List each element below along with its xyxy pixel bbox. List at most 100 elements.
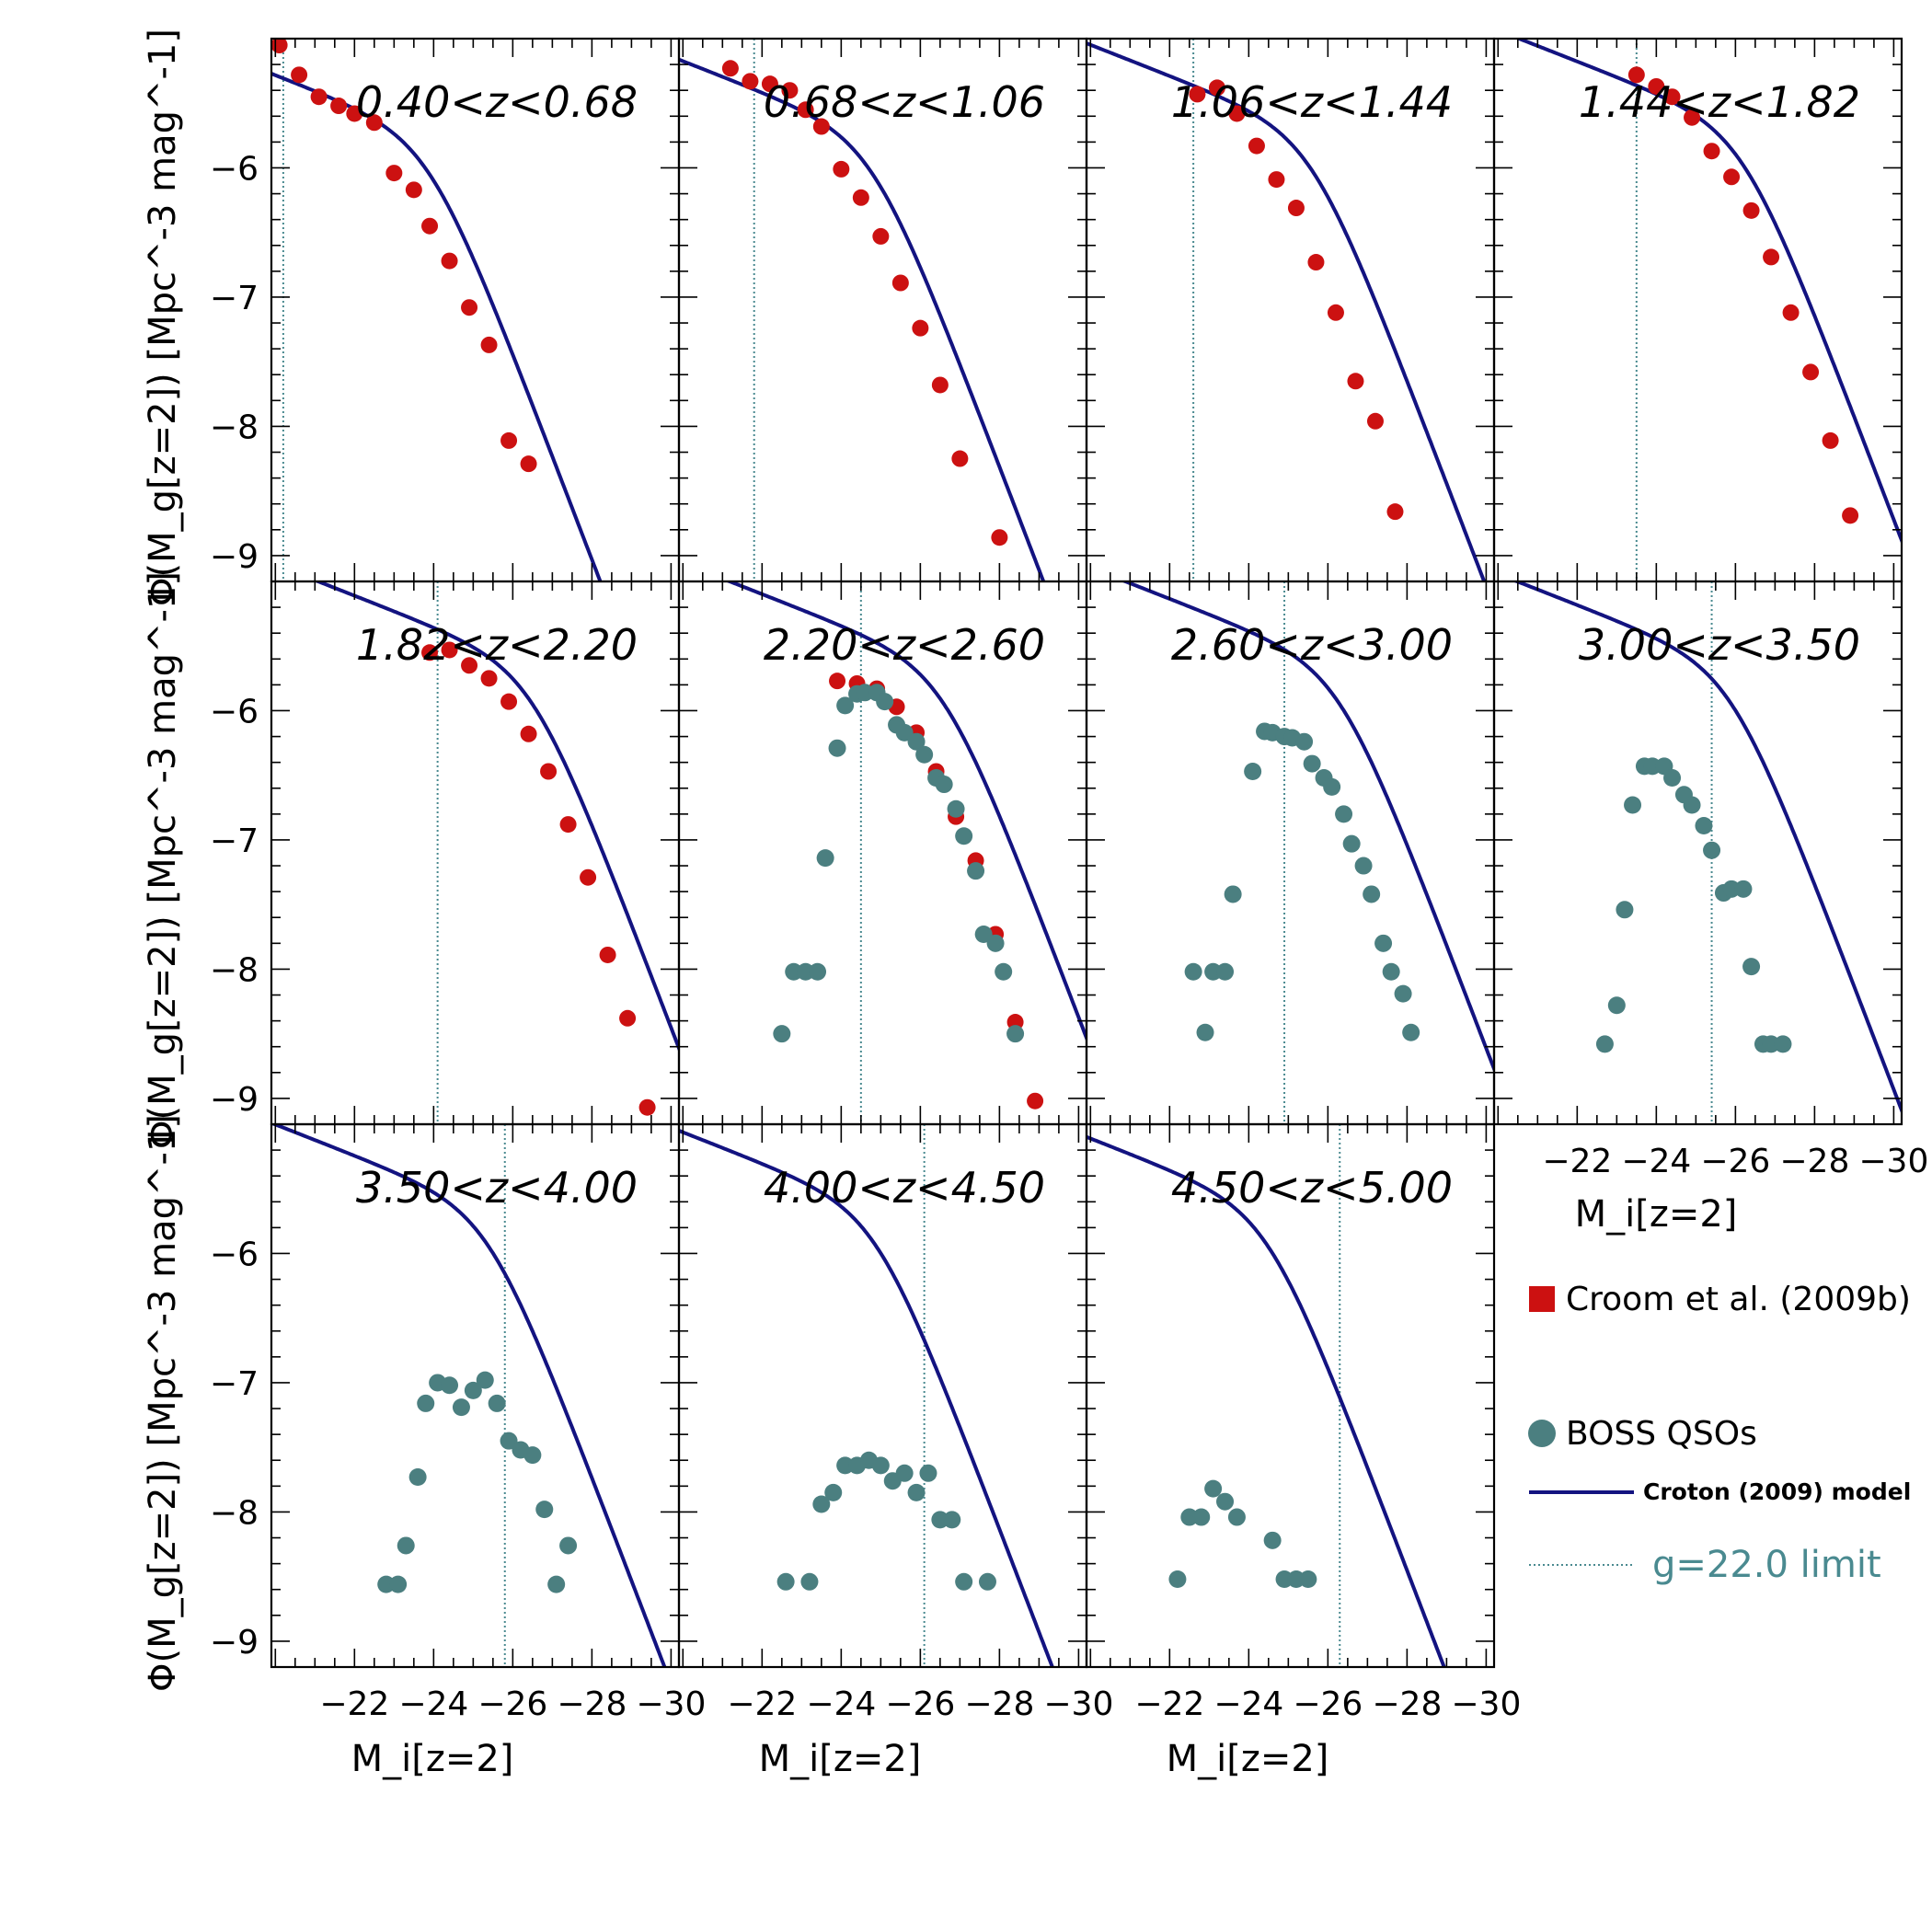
- model-curve: [679, 1128, 1054, 1667]
- boss-point: [1263, 1531, 1282, 1549]
- legend-boss-label: BOSS QSOs: [1566, 1415, 1757, 1453]
- boss-point: [816, 849, 834, 868]
- boss-point: [1402, 1023, 1420, 1041]
- croom-point: [1723, 168, 1741, 186]
- croom-point: [1208, 79, 1225, 97]
- croom-point: [991, 529, 1008, 546]
- boss-point: [1734, 880, 1753, 898]
- croom-point: [891, 274, 909, 292]
- legend: Croom et al. (2009b) BOSS QSOs Croton (2…: [1528, 1281, 1911, 1586]
- boss-point: [389, 1575, 408, 1593]
- x-tick-label: −24: [806, 1685, 876, 1723]
- croom-point: [1842, 507, 1859, 524]
- croom-point: [833, 160, 850, 178]
- legend-croom-label: Croom et al. (2009b): [1566, 1281, 1911, 1318]
- boss-point: [1224, 885, 1242, 903]
- croom-point: [1802, 363, 1820, 381]
- croom-point: [1327, 304, 1344, 321]
- croom-point: [441, 252, 458, 270]
- boss-point: [1374, 934, 1393, 952]
- x-tick-label: −26: [1700, 1143, 1770, 1180]
- y-tick-label: −8: [210, 951, 259, 989]
- boss-point: [895, 1464, 914, 1482]
- croom-point: [1627, 66, 1645, 84]
- panel-title: 1.44<z<1.82: [1579, 77, 1860, 127]
- x-tick-label: −26: [885, 1685, 955, 1723]
- boss-point: [1196, 1023, 1214, 1041]
- model-curve: [1087, 1134, 1446, 1667]
- legend-croom-marker: [1529, 1286, 1555, 1312]
- boss-point: [1184, 962, 1202, 981]
- x-tick-label: −22: [319, 1685, 389, 1723]
- boss-point: [915, 745, 934, 764]
- x-tick-label: −30: [636, 1685, 706, 1723]
- boss-point: [535, 1501, 554, 1519]
- panel-title: 0.68<z<1.06: [764, 77, 1045, 127]
- croom-point: [1189, 86, 1206, 103]
- croom-point: [500, 693, 518, 710]
- x-tick-label: −30: [1858, 1143, 1928, 1180]
- panel-7: 2.60<z<3.00: [1085, 580, 1496, 1126]
- panel-10: 4.00<z<4.50 −22 −24 −26 −28 −30: [677, 1122, 1113, 1723]
- croom-point: [931, 376, 949, 394]
- model-curve: [271, 1124, 667, 1667]
- croom-point: [480, 670, 498, 687]
- croom-point: [421, 644, 439, 661]
- x-axis-label-col-3: M_i[z=2]: [1167, 1738, 1329, 1780]
- x-tick-label: −28: [964, 1685, 1034, 1723]
- croom-point: [1822, 431, 1839, 449]
- croom-point: [365, 114, 383, 132]
- boss-point: [1227, 1508, 1246, 1526]
- boss-point: [1703, 841, 1721, 859]
- boss-point: [559, 1536, 578, 1555]
- croom-point: [1347, 373, 1364, 390]
- model-curve: [679, 57, 1046, 581]
- boss-point: [1192, 1508, 1211, 1526]
- boss-point: [441, 1376, 459, 1395]
- croom-point: [912, 319, 929, 337]
- croom-point: [638, 1098, 656, 1116]
- croom-point: [761, 75, 778, 93]
- panel-title: 4.00<z<4.50: [764, 1163, 1045, 1213]
- croom-point: [441, 641, 458, 659]
- boss-point: [452, 1398, 470, 1417]
- panels-group: 0.40<z<0.68 −6 −7 −8 −9 0.68<z<1.06 1.06<z<1.4…: [210, 37, 1928, 1723]
- y-tick-label: −7: [210, 280, 259, 317]
- boss-point: [1742, 958, 1761, 976]
- boss-point: [907, 1483, 926, 1501]
- boss-point: [1624, 796, 1642, 814]
- x-tick-label: −24: [1621, 1143, 1691, 1180]
- x-tick-label: −26: [1293, 1685, 1363, 1723]
- y-axis-label-row-3: Φ(M_g[z=2]) [Mpc^-3 mag^-1]: [142, 1114, 184, 1692]
- panel-9: 3.50<z<4.00 −6 −7 −8 −9 −22 −24 −26 −28 −30: [210, 1122, 706, 1723]
- panel-plot-area: [313, 581, 679, 1124]
- boss-point: [1006, 1025, 1025, 1043]
- boss-point: [1695, 817, 1713, 834]
- boss-point: [995, 962, 1013, 981]
- croom-point: [461, 657, 478, 674]
- boss-point: [1216, 962, 1235, 981]
- boss-point: [488, 1394, 506, 1412]
- panel-plot-area: [1087, 1124, 1446, 1667]
- boss-point: [1335, 805, 1353, 823]
- boss-point: [1663, 769, 1682, 788]
- croom-point: [1366, 412, 1384, 430]
- panel-title: 2.20<z<2.60: [764, 620, 1045, 670]
- croom-point: [1703, 143, 1720, 160]
- boss-point: [1354, 857, 1373, 875]
- boss-point: [1303, 754, 1321, 773]
- boss-point: [773, 1025, 791, 1043]
- y-tick-label: −7: [210, 822, 259, 860]
- y-tick-label: −8: [210, 408, 259, 446]
- croom-point: [742, 73, 759, 90]
- model-curve: [313, 581, 679, 1053]
- boss-point: [978, 1572, 996, 1591]
- croom-point: [500, 431, 518, 449]
- panel-plot-area: [1087, 39, 1487, 581]
- x-tick-label: −22: [1542, 1143, 1612, 1180]
- boss-point: [812, 1495, 831, 1513]
- croom-point: [385, 165, 403, 182]
- croom-point: [1386, 503, 1404, 521]
- boss-point: [397, 1536, 415, 1555]
- boss-point: [824, 1483, 843, 1501]
